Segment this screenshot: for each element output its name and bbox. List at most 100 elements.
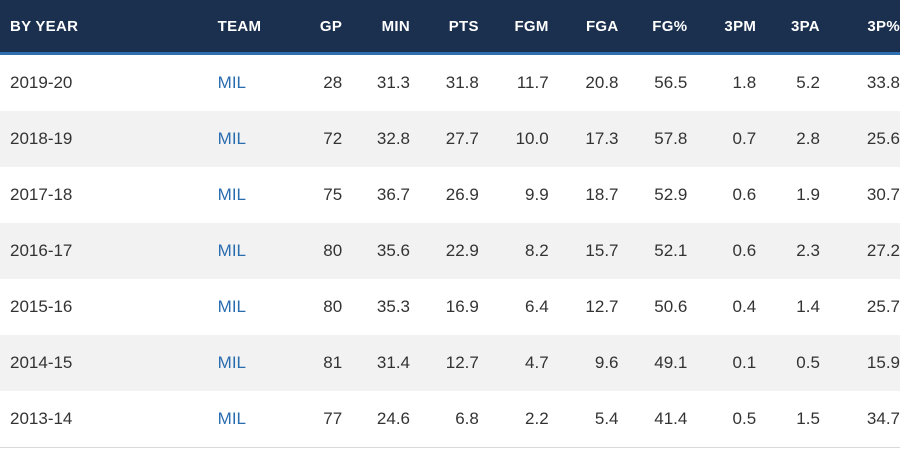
cell-gp: 80 (323, 297, 343, 316)
cell-fg-pct: 50.6 (654, 297, 688, 316)
cell-fg-pct: 52.9 (654, 185, 688, 204)
cell-gp: 77 (303, 391, 343, 448)
cell-3pa: 5.2 (796, 73, 820, 92)
cell-3pm: 1.8 (732, 73, 757, 92)
header-min[interactable]: MIN (342, 0, 410, 55)
table-row: 2014-15 MIL 81 31.4 12.7 4.7 9.6 49.1 0.… (0, 335, 900, 391)
table-row: 2016-17 MIL 80 35.6 22.9 8.2 15.7 52.1 0… (0, 223, 900, 279)
cell-pts: 16.9 (445, 297, 479, 316)
cell-gp: 72 (323, 129, 343, 148)
cell-pts: 12.7 (445, 353, 479, 372)
cell-gp: 28 (323, 73, 343, 92)
cell-team: MIL (218, 111, 304, 167)
header-fgm[interactable]: FGM (478, 0, 549, 55)
cell-3p-pct: 33.8 (866, 73, 900, 92)
cell-3p-pct: 34.7 (819, 391, 900, 448)
cell-year: 2016-17 (10, 241, 73, 260)
cell-min: 31.4 (376, 353, 410, 372)
cell-gp: 75 (323, 185, 343, 204)
cell-3pm: 0.1 (732, 353, 757, 372)
header-fg-pct[interactable]: FG% (618, 0, 688, 55)
cell-fgm: 11.7 (516, 73, 549, 92)
cell-fgm: 10.0 (515, 129, 549, 148)
cell-fg-pct: 56.5 (654, 73, 688, 92)
cell-fgm: 6.4 (525, 297, 549, 316)
header-row: BY YEAR TEAM GP MIN PTS FGM FGA FG% 3PM … (0, 0, 900, 55)
cell-year: 2015-16 (10, 297, 73, 316)
cell-min: 32.8 (376, 129, 410, 148)
table-row: 2018-19 MIL 72 32.8 27.7 10.0 17.3 57.8 … (0, 111, 900, 167)
cell-year: 2014-15 (10, 353, 73, 372)
team-link[interactable]: MIL (217, 241, 246, 260)
team-link[interactable]: MIL (217, 409, 246, 428)
cell-pts: 22.9 (445, 241, 479, 260)
cell-team: MIL (218, 223, 304, 279)
team-link[interactable]: MIL (217, 353, 246, 372)
cell-fg-pct: 41.4 (618, 391, 688, 448)
cell-team: MIL (218, 167, 304, 223)
cell-year: 2018-19 (10, 129, 73, 148)
header-3pm[interactable]: 3PM (687, 0, 757, 55)
cell-pts: 27.7 (445, 129, 479, 148)
cell-fgm: 2.2 (478, 391, 549, 448)
table-row: 2019-20 MIL 28 31.3 31.8 11.7 20.8 56.5 … (0, 54, 900, 112)
table-header: BY YEAR TEAM GP MIN PTS FGM FGA FG% 3PM … (0, 0, 900, 55)
cell-3pa: 2.8 (796, 129, 820, 148)
header-fga[interactable]: FGA (548, 0, 619, 55)
table-row: 2017-18 MIL 75 36.7 26.9 9.9 18.7 52.9 0… (0, 167, 900, 223)
cell-3pa: 1.9 (796, 185, 820, 204)
cell-team: MIL (218, 279, 304, 335)
table-row: 2013-14 MIL 77 24.6 6.8 2.2 5.4 41.4 0.5… (0, 391, 900, 448)
header-gp[interactable]: GP (303, 0, 343, 55)
cell-fga: 20.8 (585, 73, 619, 92)
header-by-year[interactable]: BY YEAR (0, 0, 218, 55)
header-pts[interactable]: PTS (410, 0, 479, 55)
cell-3p-pct: 25.7 (866, 297, 900, 316)
cell-3pm: 0.4 (732, 297, 757, 316)
cell-3p-pct: 27.2 (866, 241, 900, 260)
cell-fga: 15.7 (585, 241, 619, 260)
cell-fga: 17.3 (585, 129, 619, 148)
cell-fgm: 8.2 (525, 241, 549, 260)
cell-gp: 80 (323, 241, 343, 260)
header-3p-pct[interactable]: 3P% (819, 0, 900, 55)
cell-pts: 31.8 (445, 73, 479, 92)
cell-3pm: 0.6 (732, 185, 757, 204)
team-link[interactable]: MIL (217, 73, 246, 92)
cell-fga: 5.4 (548, 391, 619, 448)
cell-3pm: 0.6 (732, 241, 757, 260)
cell-min: 35.3 (376, 297, 410, 316)
cell-year: 2019-20 (10, 73, 73, 92)
cell-3p-pct: 30.7 (866, 185, 900, 204)
team-link[interactable]: MIL (217, 129, 246, 148)
cell-min: 24.6 (342, 391, 410, 448)
cell-fgm: 4.7 (525, 353, 549, 372)
cell-team: MIL (218, 335, 304, 391)
header-3pa[interactable]: 3PA (756, 0, 820, 55)
cell-fga: 9.6 (594, 353, 619, 372)
cell-min: 36.7 (376, 185, 410, 204)
cell-year: 2017-18 (10, 185, 73, 204)
cell-pts: 6.8 (410, 391, 479, 448)
cell-gp: 81 (323, 353, 343, 372)
cell-team: MIL (217, 391, 304, 448)
team-link[interactable]: MIL (217, 297, 246, 316)
cell-3pa: 1.5 (756, 391, 820, 448)
cell-fga: 18.7 (585, 185, 619, 204)
table-body: 2019-20 MIL 28 31.3 31.8 11.7 20.8 56.5 … (0, 54, 900, 448)
cell-min: 35.6 (376, 241, 410, 260)
cell-team: MIL (218, 54, 304, 112)
cell-min: 31.3 (376, 73, 410, 92)
cell-fg-pct: 52.1 (654, 241, 688, 260)
cell-3pm: 0.5 (687, 391, 757, 448)
table-row: 2015-16 MIL 80 35.3 16.9 6.4 12.7 50.6 0… (0, 279, 900, 335)
cell-3p-pct: 25.6 (866, 129, 900, 148)
cell-3pa: 1.4 (796, 297, 820, 316)
cell-3pa: 0.5 (796, 353, 820, 372)
cell-fga: 12.7 (585, 297, 619, 316)
cell-fg-pct: 49.1 (654, 353, 688, 372)
cell-3pm: 0.7 (732, 129, 757, 148)
header-team[interactable]: TEAM (217, 0, 304, 55)
team-link[interactable]: MIL (217, 185, 246, 204)
